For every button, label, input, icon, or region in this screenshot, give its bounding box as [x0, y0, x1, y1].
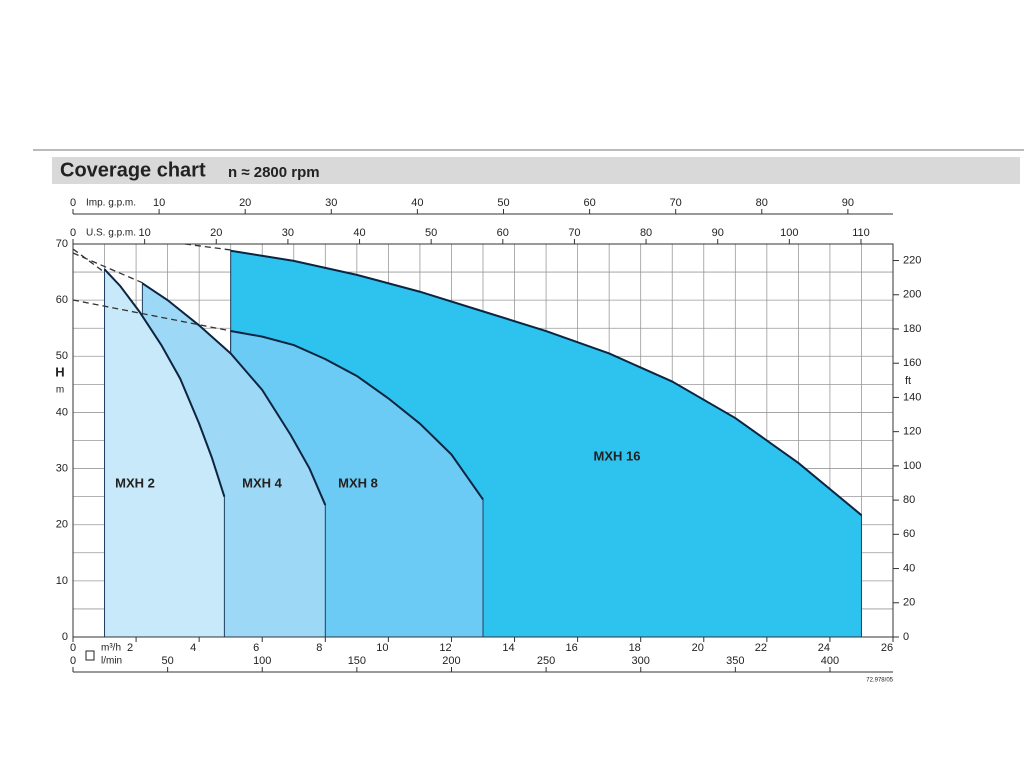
series-label: MXH 2: [115, 475, 155, 490]
y2-tick-label: 60: [903, 528, 915, 540]
header-bar: [52, 157, 1020, 184]
x-tick-label: 80: [640, 227, 652, 239]
x-tick-label: 100: [780, 227, 798, 239]
x-tick-label: 16: [565, 642, 577, 654]
x-tick-label: 60: [497, 227, 509, 239]
axis-label: l/min: [101, 656, 122, 667]
x-tick-label: 8: [316, 642, 322, 654]
x-tick-label: 50: [425, 227, 437, 239]
series-label: MXH 4: [242, 475, 283, 490]
x-tick-label: 10: [139, 227, 151, 239]
x-tick-label: 20: [692, 642, 704, 654]
x-tick-label: 70: [568, 227, 580, 239]
curve: [230, 330, 484, 501]
y-tick-label: 60: [56, 294, 68, 306]
x-tick-label: 350: [726, 655, 744, 667]
y-axis-unit: m: [56, 385, 64, 396]
chart-subtitle: n ≈ 2800 rpm: [228, 164, 320, 181]
x-tick-label: 6: [253, 642, 259, 654]
y2-tick-label: 200: [903, 289, 921, 301]
unit-box: [85, 650, 95, 661]
y2-tick-label: 20: [903, 597, 915, 609]
dashed-extensions: [72, 243, 232, 332]
series-label: MXH 16: [594, 448, 641, 463]
axis-label: U.S. g.p.m.: [86, 228, 136, 239]
x-tick-label: 0: [70, 655, 76, 667]
x-axis-label: m³/h: [101, 643, 121, 654]
x-tick-label: 0: [70, 227, 76, 239]
x-tick-label: 250: [537, 655, 555, 667]
y-tick-label: 70: [56, 238, 68, 250]
x-tick-label: 100: [253, 655, 271, 667]
x-tick-label: 70: [670, 197, 682, 209]
y-tick-label: 0: [62, 631, 68, 643]
y2-tick-label: 0: [903, 631, 909, 643]
x-tick-label: 200: [442, 655, 460, 667]
x-tick-label: 90: [712, 227, 724, 239]
x-tick-label: 0: [70, 197, 76, 209]
chart-code: 72.978/05: [866, 678, 893, 684]
x-tick-label: 18: [629, 642, 641, 654]
y-tick-label: 40: [56, 406, 68, 418]
x-tick-label: 14: [502, 642, 514, 654]
dashed-line: [72, 299, 232, 332]
x-tick-label: 4: [190, 642, 196, 654]
x-tick-label: 12: [439, 642, 451, 654]
plot-frame: [72, 243, 894, 638]
x-tick-label: 10: [153, 197, 165, 209]
y-tick-label: 50: [56, 350, 68, 362]
x-tick-label: 0: [70, 642, 76, 654]
x-tick-label: 60: [583, 197, 595, 209]
x-tick-label: 50: [497, 197, 509, 209]
x-tick-label: 22: [755, 642, 767, 654]
x-tick-label: 150: [348, 655, 366, 667]
x-tick-label: 30: [282, 227, 294, 239]
x-tick-label: 80: [756, 197, 768, 209]
x-tick-label: 26: [881, 642, 893, 654]
curve: [230, 249, 863, 516]
x-tick-label: 30: [325, 197, 337, 209]
y-tick-label: 20: [56, 519, 68, 531]
x-tick-label: 110: [852, 227, 870, 239]
axis-label: Imp. g.p.m.: [86, 198, 136, 209]
y2-tick-label: 160: [903, 357, 921, 369]
dashed-line: [72, 252, 144, 284]
x-tick-label: 40: [353, 227, 365, 239]
dashed-line: [72, 248, 105, 273]
x-tick-label: 2: [127, 642, 133, 654]
x-tick-label: 50: [161, 655, 173, 667]
x-tick-label: 10: [376, 642, 388, 654]
y2-tick-label: 180: [903, 323, 921, 335]
curve: [103, 268, 226, 497]
y2-tick-label: 80: [903, 494, 915, 506]
y2-axis-label: ft: [905, 375, 911, 387]
curve: [141, 282, 327, 506]
x-tick-label: 20: [239, 197, 251, 209]
chart-title: Coverage chart: [60, 159, 206, 181]
x-tick-label: 24: [818, 642, 830, 654]
y2-tick-label: 140: [903, 391, 921, 403]
x-tick-label: 20: [210, 227, 222, 239]
y2-tick-label: 100: [903, 460, 921, 472]
y2-tick-label: 120: [903, 426, 921, 438]
y-axis-label: H: [55, 364, 64, 379]
y-tick-label: 30: [56, 462, 68, 474]
series-label: MXH 8: [338, 475, 378, 490]
dashed-line: [184, 243, 232, 251]
x-tick-label: 40: [411, 197, 423, 209]
y-tick-label: 10: [56, 575, 68, 587]
x-tick-label: 400: [821, 655, 839, 667]
x-tick-label: 300: [632, 655, 650, 667]
x-tick-label: 90: [842, 197, 854, 209]
y2-tick-label: 40: [903, 562, 915, 574]
y2-tick-label: 220: [903, 254, 921, 266]
